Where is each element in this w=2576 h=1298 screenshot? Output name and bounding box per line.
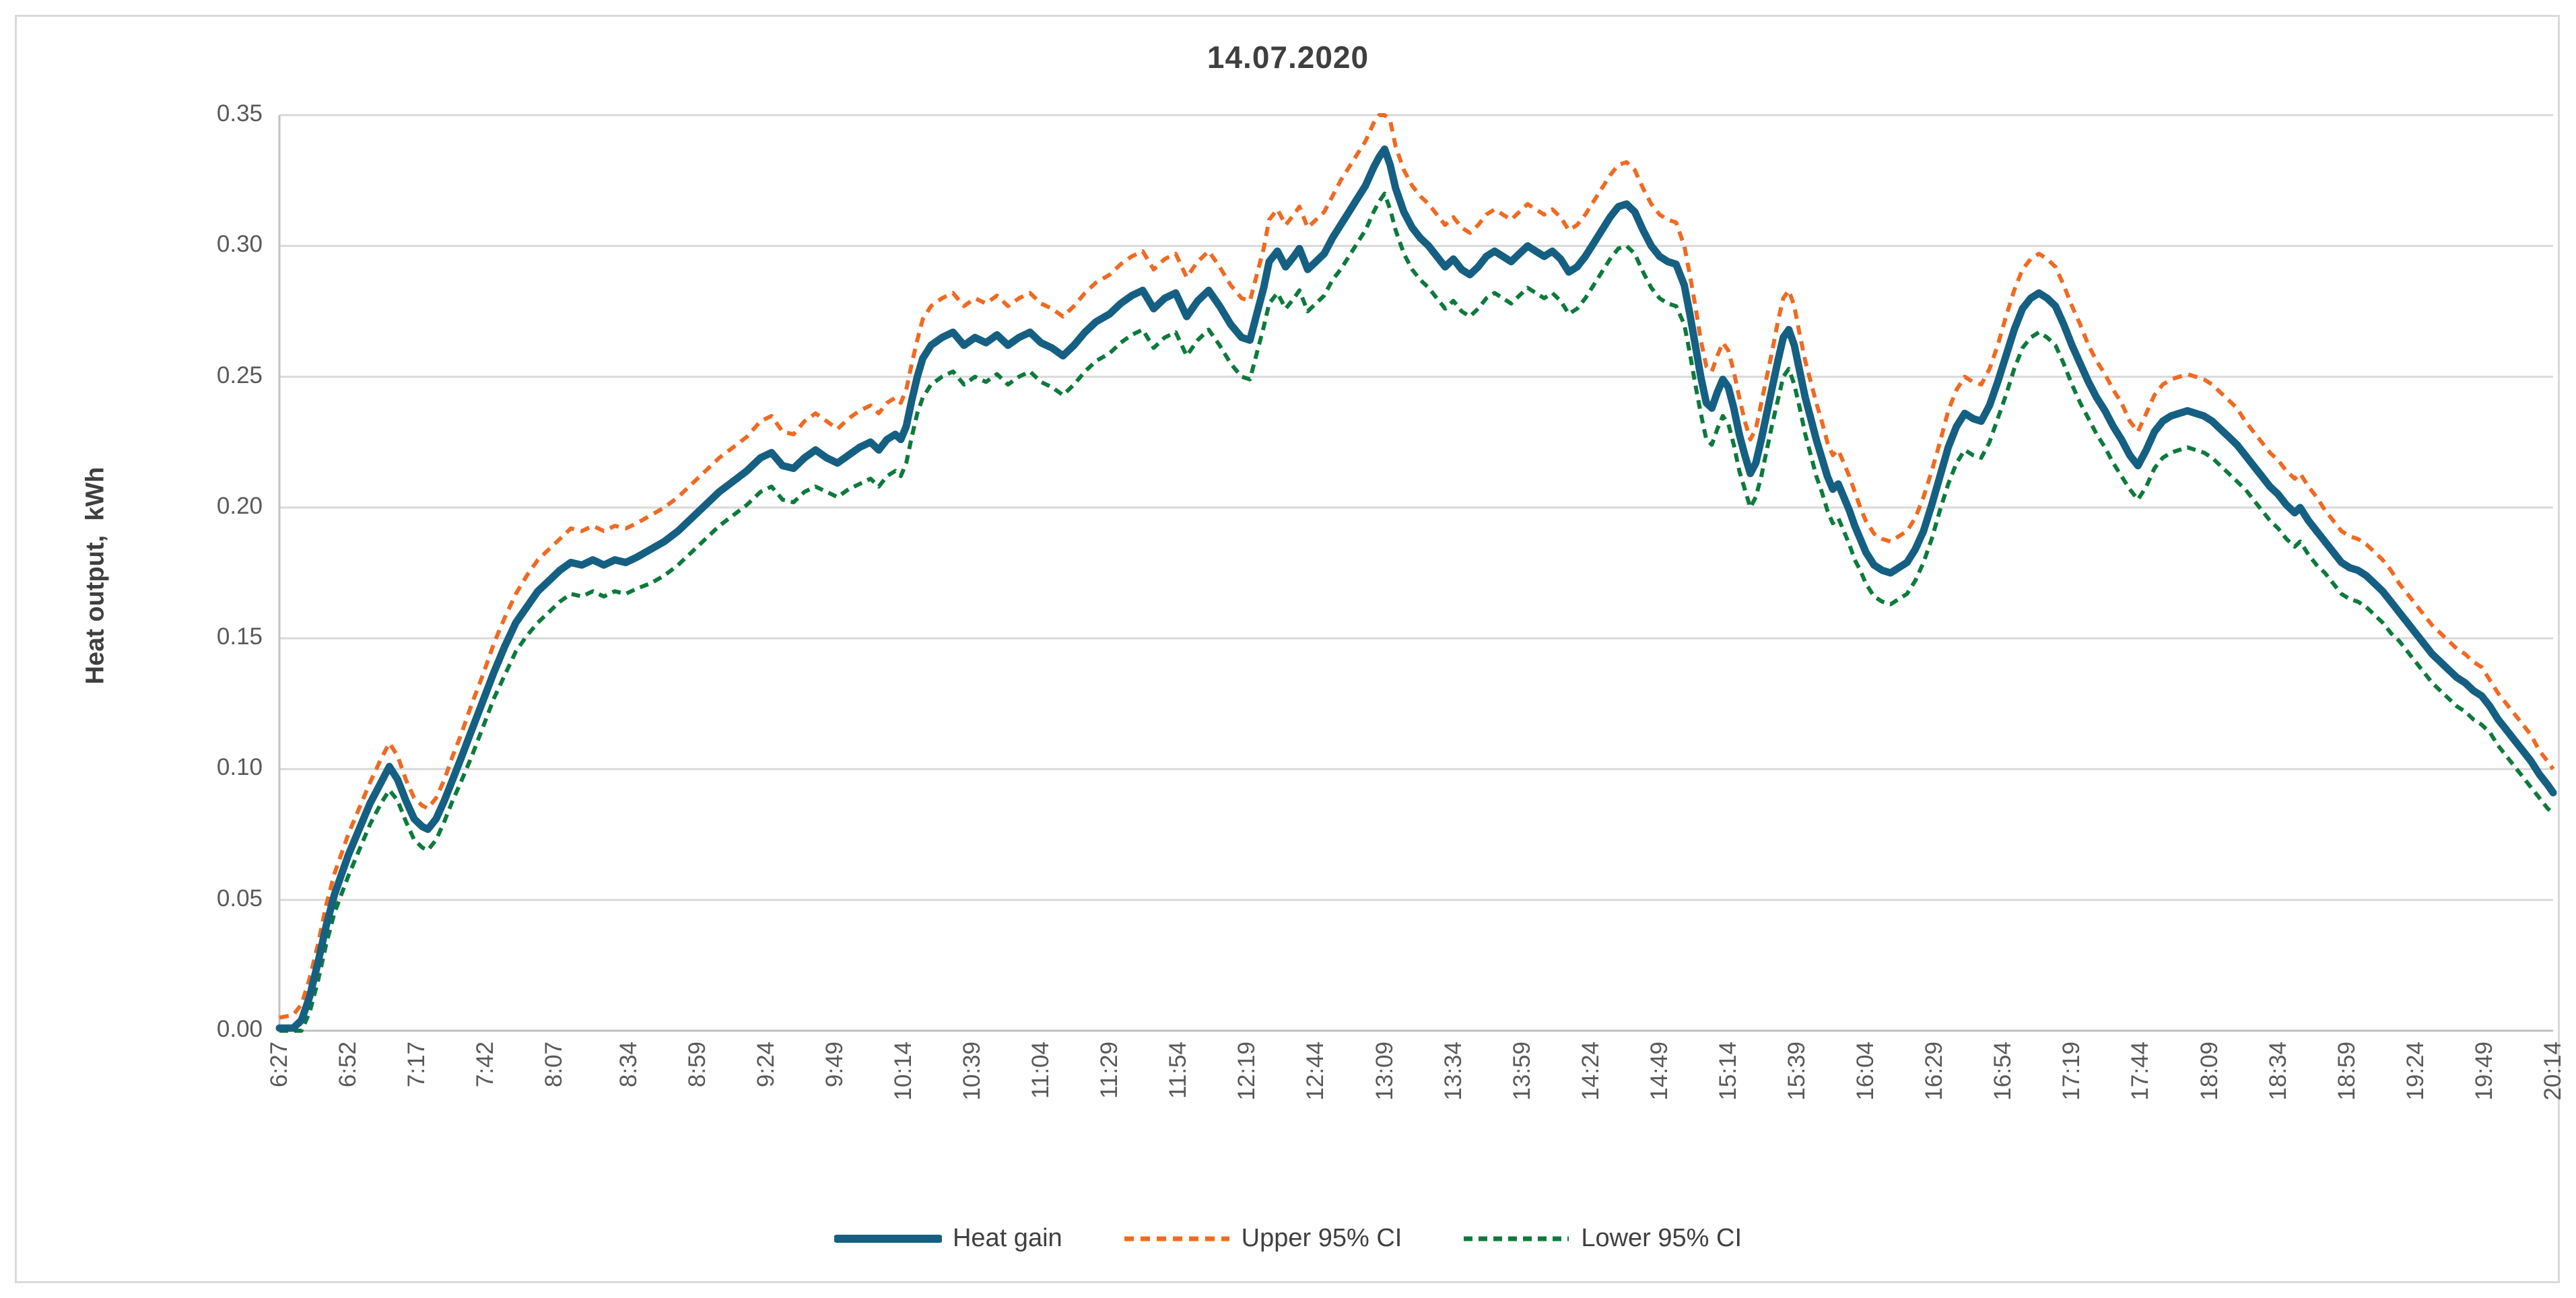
x-tick-label: 18:09 bbox=[2196, 1041, 2223, 1101]
x-tick-label: 12:19 bbox=[1233, 1041, 1260, 1101]
y-tick-label: 0.05 bbox=[216, 885, 263, 912]
heat-gain-line-swatch bbox=[834, 1234, 942, 1243]
legend-item-upper-ci: Upper 95% CI bbox=[1123, 1224, 1402, 1253]
y-tick-label: 0.00 bbox=[216, 1016, 263, 1042]
x-tick-label: 16:54 bbox=[1990, 1041, 2016, 1101]
x-tick-label: 8:07 bbox=[541, 1041, 568, 1088]
x-tick-label: 16:29 bbox=[1921, 1041, 1948, 1101]
x-tick-label: 9:24 bbox=[752, 1041, 779, 1088]
x-tick-label: 8:59 bbox=[683, 1041, 710, 1088]
lower-95-ci-line bbox=[279, 191, 2555, 1033]
x-tick-label: 19:24 bbox=[2402, 1041, 2429, 1101]
legend-item-heat-gain: Heat gain bbox=[834, 1224, 1062, 1253]
legend-label-heat-gain: Heat gain bbox=[952, 1224, 1062, 1252]
x-tick-label: 13:34 bbox=[1439, 1041, 1466, 1101]
x-tick-label: 7:17 bbox=[403, 1041, 430, 1088]
y-tick-label: 0.10 bbox=[216, 754, 263, 781]
chart-legend: Heat gain Upper 95% CI Lower 95% CI bbox=[0, 1224, 2576, 1253]
y-tick-label: 0.25 bbox=[216, 362, 263, 388]
y-tick-label: 0.35 bbox=[216, 100, 263, 127]
x-tick-label: 13:59 bbox=[1508, 1041, 1535, 1101]
legend-label-upper-ci: Upper 95% CI bbox=[1241, 1224, 1402, 1252]
x-tick-label: 7:42 bbox=[472, 1041, 499, 1088]
y-tick-label: 0.20 bbox=[216, 492, 263, 519]
x-tick-label: 11:54 bbox=[1165, 1041, 1192, 1099]
chart-title: 14.07.2020 bbox=[1207, 40, 1369, 75]
y-tick-label: 0.15 bbox=[216, 623, 263, 650]
x-tick-label: 10:39 bbox=[959, 1041, 986, 1101]
x-tick-label: 10:14 bbox=[889, 1041, 916, 1101]
lower-ci-dashed-swatch bbox=[1464, 1236, 1569, 1241]
x-tick-label: 11:29 bbox=[1096, 1041, 1123, 1099]
x-tick-label: 12:44 bbox=[1302, 1041, 1329, 1101]
upper-ci-dashed-swatch bbox=[1124, 1236, 1229, 1241]
x-tick-label: 6:52 bbox=[335, 1041, 362, 1088]
legend-item-lower-ci: Lower 95% CI bbox=[1462, 1224, 1742, 1253]
x-tick-label: 18:34 bbox=[2264, 1041, 2291, 1101]
heat-gain-line bbox=[275, 145, 2557, 1032]
x-tick-label: 14:49 bbox=[1646, 1041, 1672, 1101]
x-tick-label: 17:44 bbox=[2127, 1041, 2154, 1101]
x-tick-label: 16:04 bbox=[1852, 1041, 1879, 1101]
x-tick-label: 6:27 bbox=[266, 1041, 292, 1088]
x-tick-label: 14:24 bbox=[1577, 1041, 1604, 1101]
x-tick-label: 9:49 bbox=[821, 1041, 848, 1088]
y-tick-label: 0.30 bbox=[216, 231, 263, 258]
x-tick-label: 18:59 bbox=[2333, 1041, 2360, 1101]
x-tick-label: 15:14 bbox=[1714, 1041, 1741, 1101]
x-tick-label: 17:19 bbox=[2058, 1041, 2085, 1101]
x-tick-label: 11:04 bbox=[1027, 1041, 1054, 1099]
x-tick-label: 8:34 bbox=[615, 1041, 642, 1088]
x-tick-label: 15:39 bbox=[1784, 1041, 1810, 1101]
x-tick-label: 20:14 bbox=[2540, 1041, 2566, 1101]
x-tick-label: 13:09 bbox=[1371, 1041, 1398, 1101]
x-tick-label: 19:49 bbox=[2470, 1041, 2497, 1101]
upper-95-ci-line bbox=[279, 113, 2555, 1020]
legend-label-lower-ci: Lower 95% CI bbox=[1581, 1224, 1742, 1252]
